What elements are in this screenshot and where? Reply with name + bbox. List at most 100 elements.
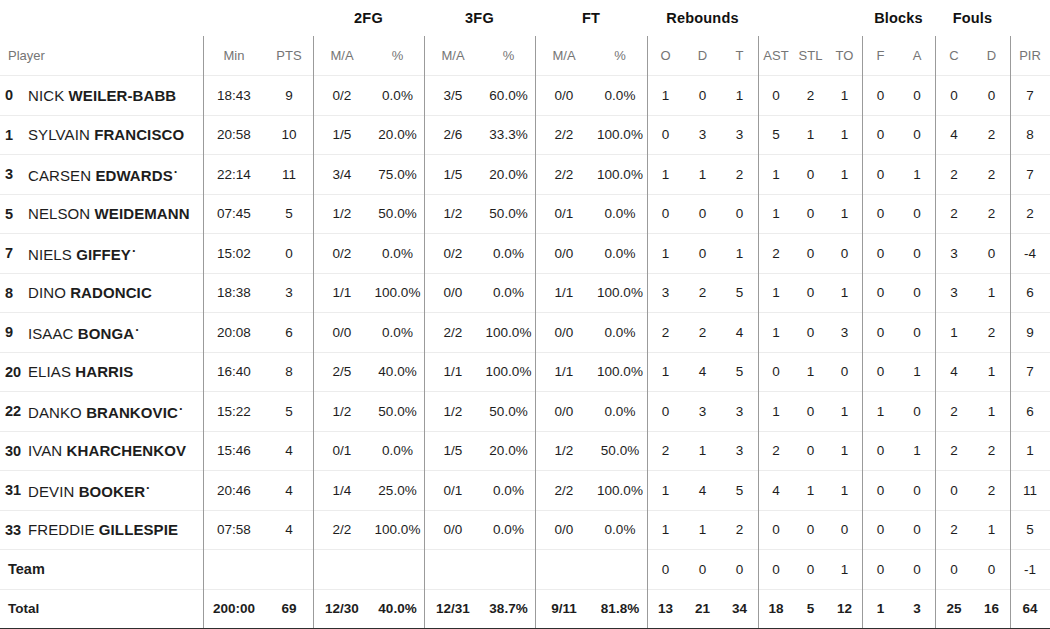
- stat-fc: 25: [935, 601, 973, 616]
- starter-indicator: ·: [146, 480, 150, 495]
- stat-stl: 0: [794, 285, 827, 300]
- stat-pts: 4: [265, 522, 313, 537]
- stat-bf: 0: [862, 167, 899, 182]
- stat-fd: 2: [973, 483, 1010, 498]
- stat-fc: 0: [935, 88, 973, 103]
- stat-min: 18:43: [203, 88, 265, 103]
- stat-bf: 0: [862, 443, 899, 458]
- player-name: ELIAS HARRIS: [26, 363, 203, 380]
- stat-rd: 2: [684, 285, 721, 300]
- stat-stl: 0: [794, 522, 827, 537]
- stat-ba: 1: [899, 364, 935, 379]
- stat-ftma: 2/2: [535, 483, 593, 498]
- stat-p3ma: 1/1: [424, 364, 482, 379]
- player-row[interactable]: 5NELSON WEIDEMANN07:4551/250.0%1/250.0%0…: [0, 194, 1050, 234]
- stat-rt: 3: [721, 443, 758, 458]
- stat-ftpct: 0.0%: [593, 522, 647, 537]
- player-row[interactable]: 8DINO RADONCIC18:3831/1100.0%0/00.0%1/11…: [0, 273, 1050, 313]
- stat-to: 1: [827, 483, 862, 498]
- stat-rt: 2: [721, 522, 758, 537]
- stat-fc: 4: [935, 127, 973, 142]
- col-header-reb-d: D: [684, 48, 721, 63]
- stat-fd: 0: [973, 562, 1010, 577]
- stat-bf: 0: [862, 246, 899, 261]
- stat-ast: 1: [758, 325, 794, 340]
- player-last-name: KHARCHENKOV: [67, 442, 186, 459]
- stat-fd: 0: [973, 246, 1010, 261]
- stat-rt: 34: [721, 601, 758, 616]
- stat-fd: 2: [973, 325, 1010, 340]
- stat-p3pct: 0.0%: [482, 483, 535, 498]
- starter-indicator: ·: [135, 322, 139, 337]
- stat-to: 1: [827, 562, 862, 577]
- stat-pir: -1: [1010, 562, 1050, 577]
- player-row[interactable]: 31DEVIN BOOKER·20:4641/425.0%0/10.0%2/21…: [0, 470, 1050, 510]
- stat-pts: 69: [265, 601, 313, 616]
- group-header-blocks: Blocks: [862, 10, 935, 26]
- stat-pts: 4: [265, 483, 313, 498]
- player-row[interactable]: 7NIELS GIFFEY·15:0200/20.0%0/20.0%0/00.0…: [0, 233, 1050, 273]
- stat-stl: 0: [794, 167, 827, 182]
- stat-p2ma: 0/1: [313, 443, 371, 458]
- stat-p3pct: 20.0%: [482, 167, 535, 182]
- player-row[interactable]: 0NICK WEILER-BABB18:4390/20.0%3/560.0%0/…: [0, 75, 1050, 115]
- stat-p3ma: 2/6: [424, 127, 482, 142]
- stat-ast: 2: [758, 443, 794, 458]
- boxscore-table: 2FG 3FG FT Rebounds Blocks Fouls Player …: [0, 0, 1050, 629]
- stat-stl: 0: [794, 246, 827, 261]
- stat-ba: 0: [899, 562, 935, 577]
- stat-p3ma: 0/0: [424, 285, 482, 300]
- player-first-name: DINO: [28, 284, 66, 301]
- column-divider: [203, 36, 204, 628]
- stat-ftpct: 100.0%: [593, 285, 647, 300]
- col-header-2fg-ma: M/A: [313, 48, 371, 63]
- stat-ftma: 0/0: [535, 404, 593, 419]
- player-first-name: ELIAS: [28, 363, 71, 380]
- stat-ba: 0: [899, 127, 935, 142]
- player-row[interactable]: 33FREDDIE GILLESPIE07:5842/2100.0%0/00.0…: [0, 510, 1050, 550]
- player-row[interactable]: 30IVAN KHARCHENKOV15:4640/10.0%1/520.0%1…: [0, 431, 1050, 471]
- player-row[interactable]: 9ISAAC BONGA·20:0860/00.0%2/2100.0%0/00.…: [0, 312, 1050, 352]
- stat-fc: 2: [935, 522, 973, 537]
- player-first-name: CARSEN: [28, 167, 91, 184]
- stat-p2ma: 0/2: [313, 88, 371, 103]
- col-header-stl: STL: [794, 48, 827, 63]
- stat-min: 20:08: [203, 325, 265, 340]
- player-row[interactable]: 20ELIAS HARRIS16:4082/540.0%1/1100.0%1/1…: [0, 352, 1050, 392]
- stat-ro: 2: [647, 443, 684, 458]
- stat-ro: 1: [647, 88, 684, 103]
- stat-fd: 2: [973, 127, 1010, 142]
- column-divider: [535, 36, 536, 628]
- stat-ba: 0: [899, 206, 935, 221]
- stat-ftpct: 100.0%: [593, 127, 647, 142]
- col-header-pts: PTS: [265, 48, 313, 63]
- stat-min: 22:14: [203, 167, 265, 182]
- column-divider: [313, 36, 314, 628]
- player-first-name: NICK: [28, 87, 64, 104]
- player-last-name: BONGA: [78, 325, 134, 342]
- starter-indicator: ·: [132, 243, 136, 258]
- stat-ftpct: 0.0%: [593, 206, 647, 221]
- stat-p2pct: 0.0%: [371, 443, 424, 458]
- player-first-name: DANKO: [28, 404, 82, 421]
- stat-p2pct: 75.0%: [371, 167, 424, 182]
- stat-ro: 0: [647, 404, 684, 419]
- stat-ba: 0: [899, 88, 935, 103]
- player-first-name: IVAN: [28, 442, 62, 459]
- jersey-number: 5: [0, 206, 26, 222]
- stat-min: 07:45: [203, 206, 265, 221]
- player-row[interactable]: 1SYLVAIN FRANCISCO20:58101/520.0%2/633.3…: [0, 115, 1050, 155]
- stat-ftpct: 100.0%: [593, 364, 647, 379]
- stat-rt: 3: [721, 404, 758, 419]
- stat-p3ma: 2/2: [424, 325, 482, 340]
- player-name: SYLVAIN FRANCISCO: [26, 126, 203, 143]
- stat-bf: 0: [862, 285, 899, 300]
- player-row[interactable]: 22DANKO BRANKOVIC·15:2251/250.0%1/250.0%…: [0, 391, 1050, 431]
- jersey-number: 0: [0, 87, 26, 103]
- col-header-min: Min: [203, 48, 265, 63]
- player-row[interactable]: 3CARSEN EDWARDS·22:14113/475.0%1/520.0%2…: [0, 154, 1050, 194]
- player-last-name: EDWARDS: [95, 167, 172, 184]
- stat-ro: 1: [647, 246, 684, 261]
- stat-ftpct: 100.0%: [593, 167, 647, 182]
- stat-stl: 0: [794, 443, 827, 458]
